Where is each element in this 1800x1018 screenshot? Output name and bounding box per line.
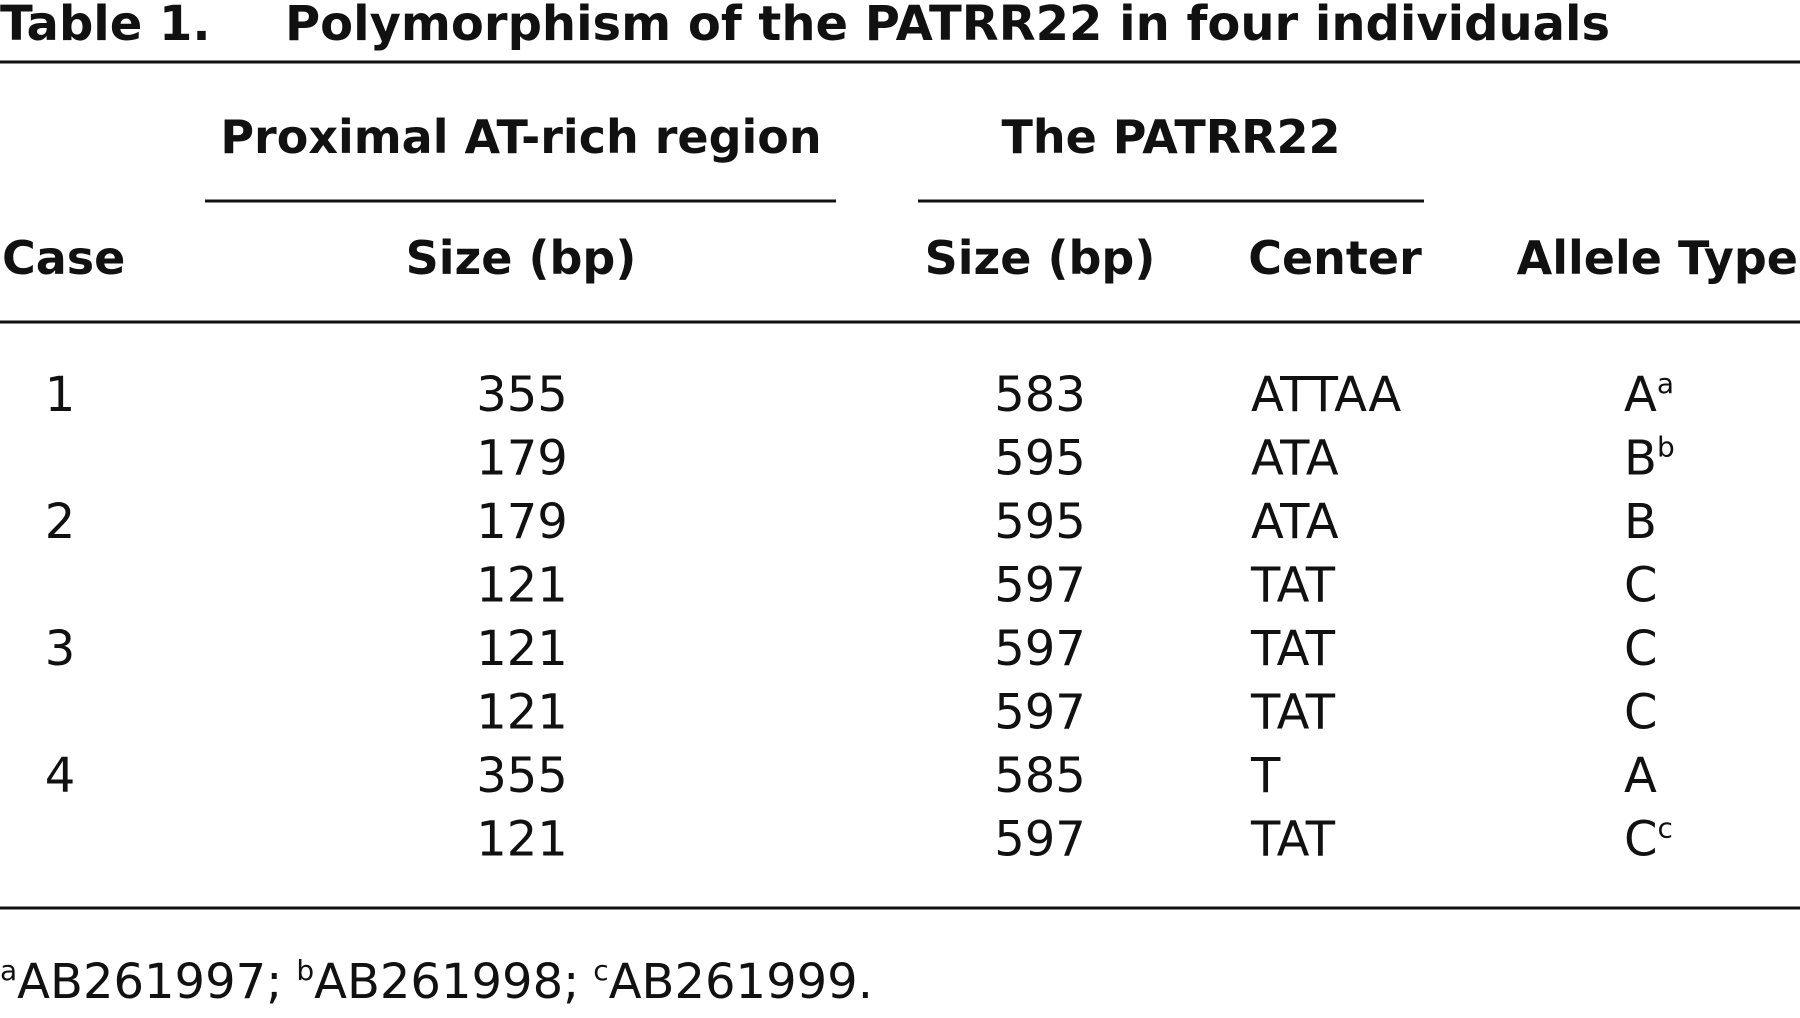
size-cell: 595	[994, 431, 1086, 487]
allele-cell: Aa	[1624, 367, 1674, 423]
allele-cell: B	[1624, 494, 1657, 550]
size-cell: 179	[476, 431, 568, 487]
size-cell: 583	[994, 367, 1086, 423]
column-header: Case	[2, 231, 125, 285]
size-cell: 355	[476, 748, 568, 804]
size-cell: 355	[476, 367, 568, 423]
footnote-mark: b	[296, 954, 314, 987]
allele-type: C	[1624, 621, 1658, 677]
allele-cell: C	[1624, 621, 1658, 677]
size-cell: 597	[994, 812, 1086, 868]
size-cell: 595	[994, 494, 1086, 550]
center-cell: ATA	[1251, 494, 1339, 550]
footnote: aAB261997; bAB261998; cAB261999.	[0, 954, 873, 1010]
table-caption: Polymorphism of the PATRR22 in four indi…	[285, 0, 1610, 52]
case-cell: 1	[45, 367, 76, 423]
group-header: The PATRR22	[1001, 110, 1340, 164]
center-cell: ATTAA	[1251, 367, 1401, 423]
footnote-mark: c	[1658, 812, 1673, 845]
center-cell: TAT	[1250, 812, 1336, 868]
size-cell: 121	[476, 621, 568, 677]
size-cell: 121	[476, 685, 568, 741]
table-title: Table 1.	[0, 0, 211, 52]
footnote-text: AB261999.	[609, 954, 873, 1010]
allele-type: C	[1624, 812, 1658, 868]
column-header: Size (bp)	[406, 231, 637, 285]
size-cell: 597	[994, 685, 1086, 741]
footnote-mark: b	[1657, 431, 1675, 464]
size-cell: 121	[476, 558, 568, 614]
case-cell: 3	[45, 621, 76, 677]
center-cell: TAT	[1250, 621, 1336, 677]
case-cell: 2	[45, 494, 76, 550]
footnote-text: AB261998;	[314, 954, 579, 1010]
column-header: Size (bp)	[925, 231, 1156, 285]
allele-cell: Bb	[1624, 431, 1675, 487]
size-cell: 597	[994, 558, 1086, 614]
group-header: Proximal AT-rich region	[220, 110, 821, 164]
column-header: Allele Type	[1517, 231, 1798, 285]
allele-type: A	[1624, 367, 1657, 423]
allele-cell: Cc	[1624, 812, 1673, 868]
case-cell: 4	[45, 748, 76, 804]
footnote-mark: c	[593, 954, 608, 987]
allele-type: B	[1624, 431, 1657, 487]
size-cell: 121	[476, 812, 568, 868]
center-cell: TAT	[1250, 558, 1336, 614]
allele-type: C	[1624, 685, 1658, 741]
allele-cell: A	[1624, 748, 1657, 804]
size-cell: 585	[994, 748, 1086, 804]
column-header: Center	[1248, 231, 1422, 285]
allele-type: C	[1624, 558, 1658, 614]
size-cell: 597	[994, 621, 1086, 677]
allele-cell: C	[1624, 685, 1658, 741]
allele-type: B	[1624, 494, 1657, 550]
center-cell: TAT	[1250, 685, 1336, 741]
footnote-mark: a	[1657, 367, 1674, 400]
center-cell: ATA	[1251, 431, 1339, 487]
center-cell: T	[1250, 748, 1281, 804]
allele-type: A	[1624, 748, 1657, 804]
size-cell: 179	[476, 494, 568, 550]
footnote-text: AB261997;	[17, 954, 282, 1010]
allele-cell: C	[1624, 558, 1658, 614]
footnote-mark: a	[0, 954, 17, 987]
